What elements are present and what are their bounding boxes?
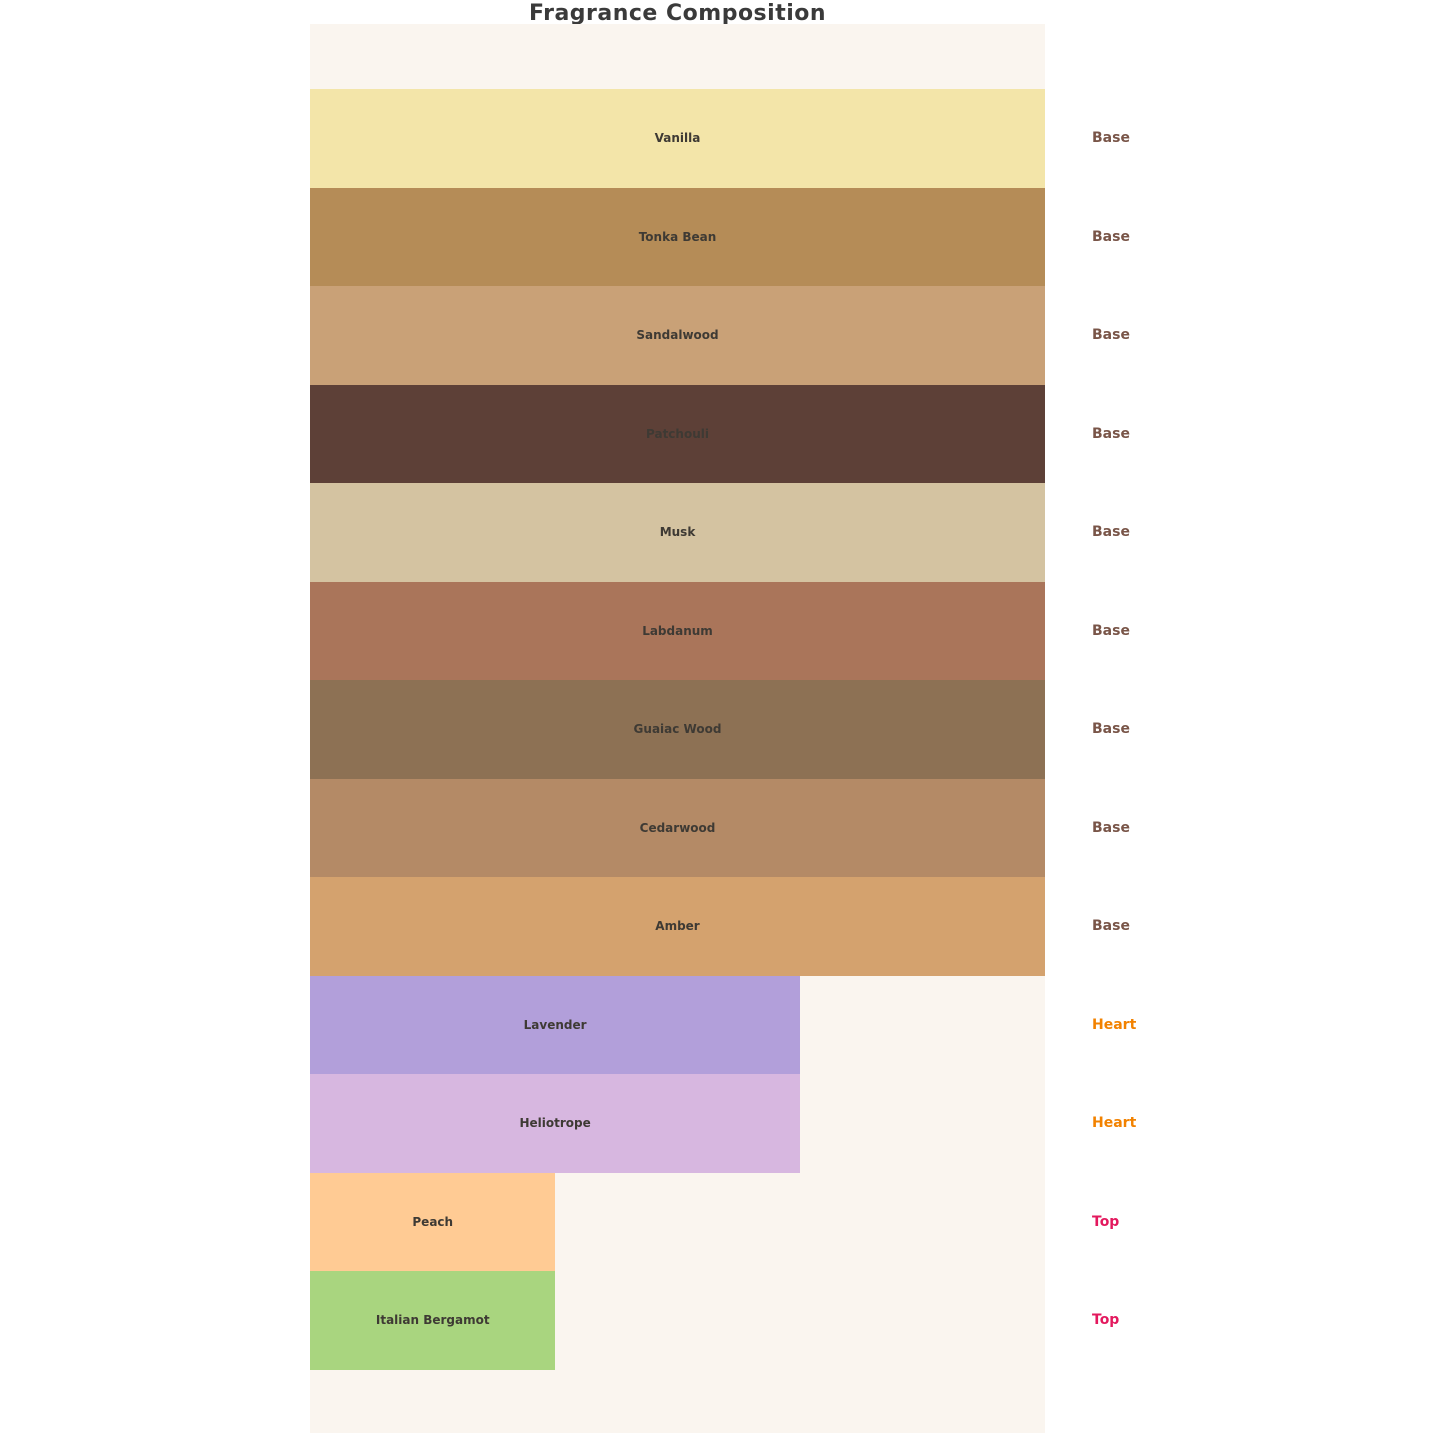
note-label: Tonka Bean <box>638 229 717 244</box>
note-category-label: Base <box>1092 425 1130 442</box>
note-bar: Cedarwood <box>310 778 1045 877</box>
note-label: Amber <box>655 919 700 934</box>
note-bar: Heliotrope <box>310 1074 801 1173</box>
note-category-label: Heart <box>1092 1016 1137 1033</box>
bar-row: Labdanum Base <box>310 581 1130 680</box>
note-bar: Sandalwood <box>310 286 1045 385</box>
note-category-label: Base <box>1092 819 1130 836</box>
note-bar: Italian Bergamot <box>310 1271 556 1370</box>
note-category-label: Heart <box>1092 1115 1137 1132</box>
note-label: Sandalwood <box>636 328 719 343</box>
note-category-label: Top <box>1092 1312 1120 1329</box>
bar-row: Sandalwood Base <box>310 286 1130 385</box>
bar-row: Amber Base <box>310 877 1130 976</box>
note-bar: Vanilla <box>310 89 1045 188</box>
bar-row: Musk Base <box>310 483 1130 582</box>
note-label: Lavender <box>523 1017 587 1032</box>
note-bar: Patchouli <box>310 384 1045 483</box>
note-label: Heliotrope <box>519 1116 591 1131</box>
chart-panel: Vanilla Base Tonka Bean Base Sandalwood … <box>310 24 1136 1433</box>
note-label: Peach <box>412 1214 454 1229</box>
note-label: Patchouli <box>646 426 709 441</box>
note-category-label: Base <box>1092 327 1130 344</box>
note-bar: Musk <box>310 483 1045 582</box>
bar-row: Cedarwood Base <box>310 778 1130 877</box>
note-bar: Lavender <box>310 975 801 1074</box>
note-category-label: Base <box>1092 721 1130 738</box>
bar-row: Patchouli Base <box>310 384 1130 483</box>
note-label: Cedarwood <box>639 820 716 835</box>
note-label: Vanilla <box>654 131 701 146</box>
bar-row: Tonka Bean Base <box>310 187 1130 286</box>
bar-row: Peach Top <box>310 1172 1119 1271</box>
note-category-label: Base <box>1092 524 1130 541</box>
note-bar: Guaiac Wood <box>310 680 1045 779</box>
bar-row: Italian Bergamot Top <box>310 1271 1119 1370</box>
note-category-label: Top <box>1092 1213 1120 1230</box>
bar-row: Guaiac Wood Base <box>310 680 1130 779</box>
note-bar: Tonka Bean <box>310 187 1045 286</box>
note-category-label: Base <box>1092 130 1130 147</box>
note-label: Labdanum <box>642 623 713 638</box>
note-bar: Labdanum <box>310 581 1045 680</box>
bar-row: Heliotrope Heart <box>310 1074 1136 1173</box>
note-bar: Peach <box>310 1172 556 1271</box>
bar-row: Vanilla Base <box>310 89 1130 188</box>
chart-title: Fragrance Composition <box>528 1 827 26</box>
note-label: Guaiac Wood <box>633 722 722 737</box>
note-bar: Amber <box>310 877 1045 976</box>
bars-container: Vanilla Base Tonka Bean Base Sandalwood … <box>310 89 1136 1370</box>
note-category-label: Base <box>1092 228 1130 245</box>
note-category-label: Base <box>1092 622 1130 639</box>
note-category-label: Base <box>1092 918 1130 935</box>
bar-row: Lavender Heart <box>310 975 1136 1074</box>
note-label: Musk <box>659 525 696 540</box>
note-label: Italian Bergamot <box>375 1313 490 1328</box>
